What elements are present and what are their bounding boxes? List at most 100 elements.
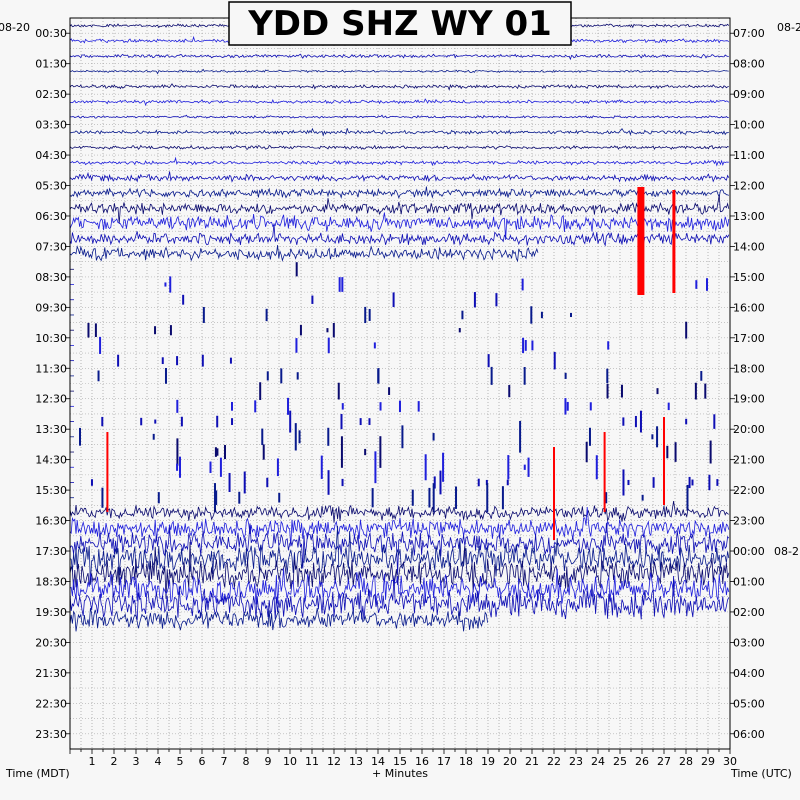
x-tick-label: 24 bbox=[591, 755, 605, 768]
trace-line bbox=[69, 83, 729, 91]
clipped-event bbox=[637, 187, 645, 295]
clipped-event bbox=[106, 432, 109, 512]
trace-line bbox=[69, 144, 729, 150]
left-time-label: 11:30 bbox=[35, 362, 67, 375]
x-tick-label: 1 bbox=[89, 755, 96, 768]
right-time-label: 04:00 bbox=[733, 667, 765, 680]
tick-layer bbox=[65, 32, 735, 754]
trace-line bbox=[69, 114, 729, 119]
trace-line bbox=[69, 156, 729, 167]
clipped-event bbox=[672, 190, 676, 293]
left-time-label: 21:30 bbox=[35, 667, 67, 680]
left-time-label: 10:30 bbox=[35, 332, 67, 345]
right-time-label: 01:00 bbox=[733, 575, 765, 588]
x-tick-label: 10 bbox=[283, 755, 297, 768]
right-time-label: 19:00 bbox=[733, 393, 765, 406]
left-time-label: 02:30 bbox=[35, 88, 67, 101]
trace-line bbox=[69, 212, 730, 240]
trace-line bbox=[69, 186, 729, 199]
x-tick-label: 16 bbox=[415, 755, 429, 768]
trace-line bbox=[69, 525, 730, 585]
x-tick-label: 18 bbox=[459, 755, 473, 768]
right-time-label: 03:00 bbox=[733, 636, 765, 649]
x-tick-label: 13 bbox=[349, 755, 363, 768]
label-layer: 1 2 3 4 5 6 7 8 9 10 11 12 13 14 15 16 17 18 19 20 21 22 23 24 2… bbox=[35, 27, 800, 768]
left-time-label: 22:30 bbox=[35, 697, 67, 710]
trace-line bbox=[69, 607, 488, 632]
left-axis-label: Time (MDT) bbox=[5, 767, 70, 780]
right-time-label: 13:00 bbox=[733, 210, 765, 223]
right-time-label: 23:00 bbox=[733, 515, 765, 528]
left-time-label: 18:30 bbox=[35, 575, 67, 588]
left-time-label: 01:30 bbox=[35, 58, 67, 71]
x-tick-label: 28 bbox=[679, 755, 693, 768]
trace-line bbox=[69, 500, 729, 523]
x-tick-label: 26 bbox=[635, 755, 649, 768]
trace-line bbox=[69, 223, 730, 247]
x-tick-label: 9 bbox=[265, 755, 272, 768]
left-time-label: 00:30 bbox=[35, 27, 67, 40]
right-time-label: 02:00 bbox=[733, 606, 765, 619]
right-date-label: 08-21 bbox=[774, 545, 800, 558]
x-tick-label: 15 bbox=[393, 755, 407, 768]
trace-line bbox=[69, 522, 730, 575]
right-time-label: 07:00 bbox=[733, 27, 765, 40]
right-time-label: 05:00 bbox=[733, 697, 765, 710]
right-axis-label: Time (UTC) bbox=[730, 767, 792, 780]
right-time-label: 09:00 bbox=[733, 88, 765, 101]
x-tick-label: 14 bbox=[371, 755, 385, 768]
trace-line bbox=[69, 127, 729, 137]
left-time-label: 08:30 bbox=[35, 271, 67, 284]
left-time-label: 15:30 bbox=[35, 484, 67, 497]
chart-title: YDD SHZ WY 01 bbox=[247, 4, 552, 44]
x-tick-label: 8 bbox=[243, 755, 250, 768]
left-time-label: 16:30 bbox=[35, 515, 67, 528]
right-time-label: 22:00 bbox=[733, 484, 765, 497]
x-tick-label: 23 bbox=[569, 755, 583, 768]
right-time-label: 16:00 bbox=[733, 301, 765, 314]
left-date-label: 08-20 bbox=[0, 21, 30, 34]
x-axis-label: + Minutes bbox=[372, 767, 428, 780]
right-time-label: 12:00 bbox=[733, 180, 765, 193]
x-tick-label: 27 bbox=[657, 755, 671, 768]
x-tick-label: 22 bbox=[547, 755, 561, 768]
clipped-event bbox=[663, 417, 665, 505]
trace-line bbox=[69, 575, 730, 621]
grid-layer bbox=[70, 18, 730, 749]
x-tick-label: 12 bbox=[327, 755, 341, 768]
x-tick-label: 7 bbox=[221, 755, 228, 768]
clipped-event bbox=[553, 447, 555, 540]
left-time-label: 12:30 bbox=[35, 393, 67, 406]
right-time-label: 21:00 bbox=[733, 454, 765, 467]
x-tick-label: 30 bbox=[723, 755, 737, 768]
right-time-label: 15:00 bbox=[733, 271, 765, 284]
right-time-label: 17:00 bbox=[733, 332, 765, 345]
right-date-label-top: 08-20 bbox=[777, 21, 800, 34]
left-time-label: 06:30 bbox=[35, 210, 67, 223]
right-time-label: 08:00 bbox=[733, 58, 765, 71]
trace-layer bbox=[69, 23, 730, 632]
left-time-label: 04:30 bbox=[35, 149, 67, 162]
right-time-label: 06:00 bbox=[733, 728, 765, 741]
right-time-label: 18:00 bbox=[733, 362, 765, 375]
x-tick-label: 3 bbox=[133, 755, 140, 768]
left-time-label: 20:30 bbox=[35, 636, 67, 649]
trace-line bbox=[69, 506, 730, 547]
x-tick-label: 2 bbox=[111, 755, 118, 768]
x-tick-label: 20 bbox=[503, 755, 517, 768]
left-time-label: 07:30 bbox=[35, 240, 67, 253]
x-tick-label: 29 bbox=[701, 755, 715, 768]
title-box bbox=[228, 1, 572, 46]
trace-line bbox=[69, 98, 730, 107]
x-tick-label: 5 bbox=[177, 755, 184, 768]
x-tick-label: 6 bbox=[199, 755, 206, 768]
x-tick-label: 4 bbox=[155, 755, 162, 768]
left-time-label: 17:30 bbox=[35, 545, 67, 558]
x-tick-label: 25 bbox=[613, 755, 627, 768]
left-time-label: 13:30 bbox=[35, 423, 67, 436]
clipped-event bbox=[603, 432, 606, 512]
x-tick-label: 11 bbox=[305, 755, 319, 768]
right-time-label: 11:00 bbox=[733, 149, 765, 162]
right-time-label: 20:00 bbox=[733, 423, 765, 436]
